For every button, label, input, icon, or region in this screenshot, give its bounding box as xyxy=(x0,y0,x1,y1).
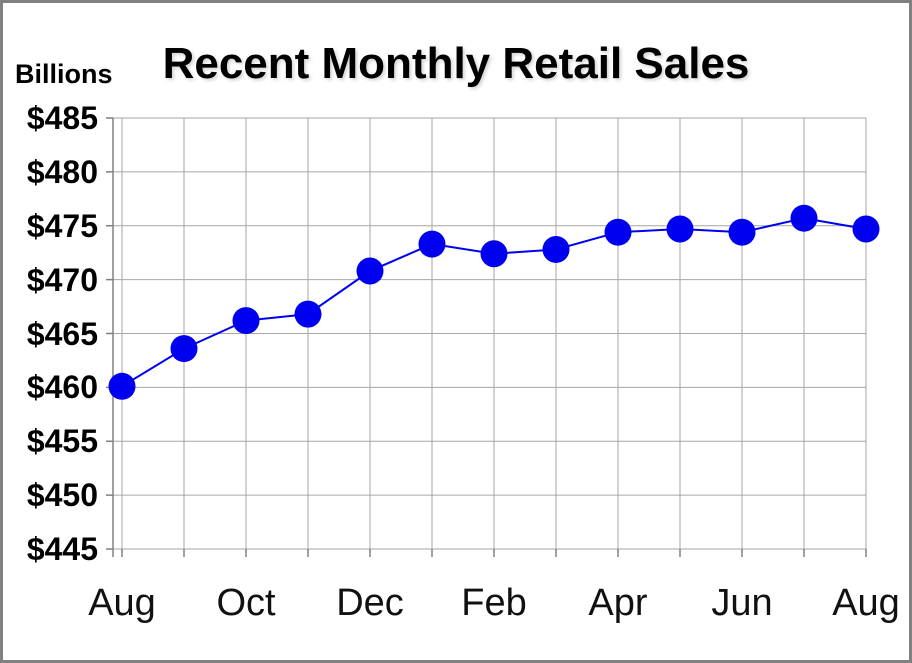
data-point xyxy=(852,215,880,243)
data-point xyxy=(108,372,136,400)
y-tick-label: $475 xyxy=(26,207,98,244)
data-point xyxy=(294,300,322,328)
x-tick-label: Dec xyxy=(336,582,404,624)
data-point xyxy=(604,218,632,246)
y-tick-label: $460 xyxy=(26,369,98,406)
y-tick-label: $485 xyxy=(26,100,98,136)
data-point xyxy=(170,335,198,363)
data-point xyxy=(418,230,446,258)
horizontal-gridlines xyxy=(106,117,866,550)
x-tick-label: Aug xyxy=(832,582,900,624)
x-tick-label: Aug xyxy=(88,582,156,624)
x-tick-label: Feb xyxy=(461,582,527,624)
y-tick-label: $445 xyxy=(26,531,98,567)
data-point xyxy=(356,257,384,285)
x-tick-label: Jun xyxy=(711,582,773,624)
data-point xyxy=(232,307,260,335)
data-point xyxy=(666,215,694,243)
data-point xyxy=(790,204,818,232)
data-point-markers xyxy=(108,204,880,400)
y-tick-label: $450 xyxy=(26,477,98,514)
data-point xyxy=(542,235,570,263)
x-tick-label: Apr xyxy=(588,582,648,624)
chart-title: Recent Monthly Retail Sales xyxy=(162,39,750,88)
data-point xyxy=(480,240,508,268)
y-tick-label: $455 xyxy=(26,423,98,460)
x-tick-label: Oct xyxy=(216,582,276,624)
y-tick-label: $470 xyxy=(26,261,98,298)
line-chart-plot xyxy=(106,117,880,557)
data-point xyxy=(728,218,756,246)
y-tick-label: $465 xyxy=(26,315,98,352)
y-tick-label: $480 xyxy=(26,153,98,190)
vertical-gridlines xyxy=(121,118,867,557)
y-axis-units-label: Billions xyxy=(15,59,113,89)
